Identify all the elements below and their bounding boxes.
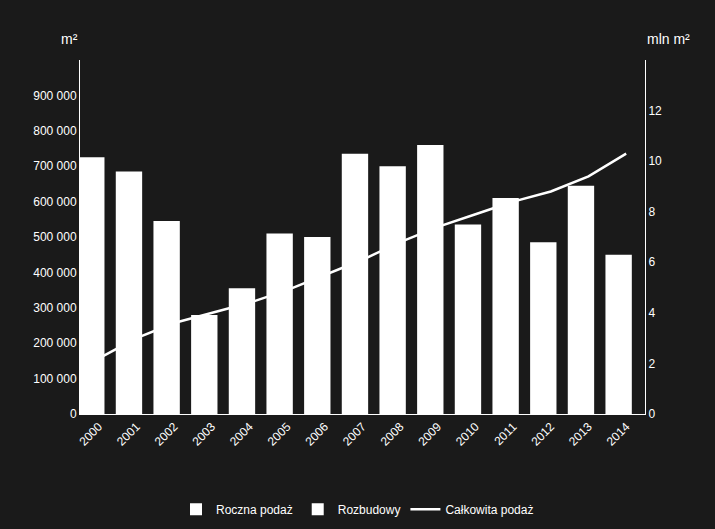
svg-text:6: 6: [648, 255, 655, 269]
svg-text:2007: 2007: [340, 420, 369, 449]
svg-text:10: 10: [648, 154, 662, 168]
svg-text:2002: 2002: [152, 420, 181, 449]
svg-text:m²: m²: [61, 31, 78, 47]
svg-text:2011: 2011: [491, 420, 519, 448]
svg-text:600 000: 600 000: [33, 195, 77, 209]
svg-text:2014: 2014: [604, 420, 633, 449]
svg-text:2006: 2006: [302, 420, 331, 449]
svg-text:100 000: 100 000: [33, 372, 77, 386]
svg-text:700 000: 700 000: [33, 159, 77, 173]
svg-text:mln m²: mln m²: [647, 31, 690, 47]
svg-text:Rozbudowy: Rozbudowy: [338, 503, 401, 517]
svg-text:2008: 2008: [378, 420, 407, 449]
svg-text:2001: 2001: [114, 420, 143, 449]
svg-text:400 000: 400 000: [33, 266, 77, 280]
svg-text:Roczna podaż: Roczna podaż: [216, 503, 293, 517]
svg-text:2012: 2012: [528, 420, 557, 449]
svg-text:200 000: 200 000: [33, 336, 77, 350]
svg-text:2010: 2010: [453, 420, 482, 449]
svg-text:2009: 2009: [415, 420, 444, 449]
svg-text:0: 0: [648, 407, 655, 421]
svg-text:2004: 2004: [227, 420, 256, 449]
svg-text:900 000: 900 000: [33, 89, 77, 103]
svg-text:500 000: 500 000: [33, 230, 77, 244]
svg-text:4: 4: [648, 306, 655, 320]
svg-text:800 000: 800 000: [33, 124, 77, 138]
svg-text:12: 12: [648, 104, 662, 118]
svg-text:2: 2: [648, 357, 655, 371]
svg-text:8: 8: [648, 205, 655, 219]
svg-text:2013: 2013: [566, 420, 595, 449]
svg-text:2003: 2003: [189, 420, 218, 449]
svg-text:300 000: 300 000: [33, 301, 77, 315]
svg-text:2005: 2005: [265, 420, 294, 449]
svg-text:0: 0: [70, 407, 77, 421]
svg-text:2000: 2000: [76, 420, 105, 449]
svg-text:Całkowita podaż: Całkowita podaż: [445, 503, 533, 517]
